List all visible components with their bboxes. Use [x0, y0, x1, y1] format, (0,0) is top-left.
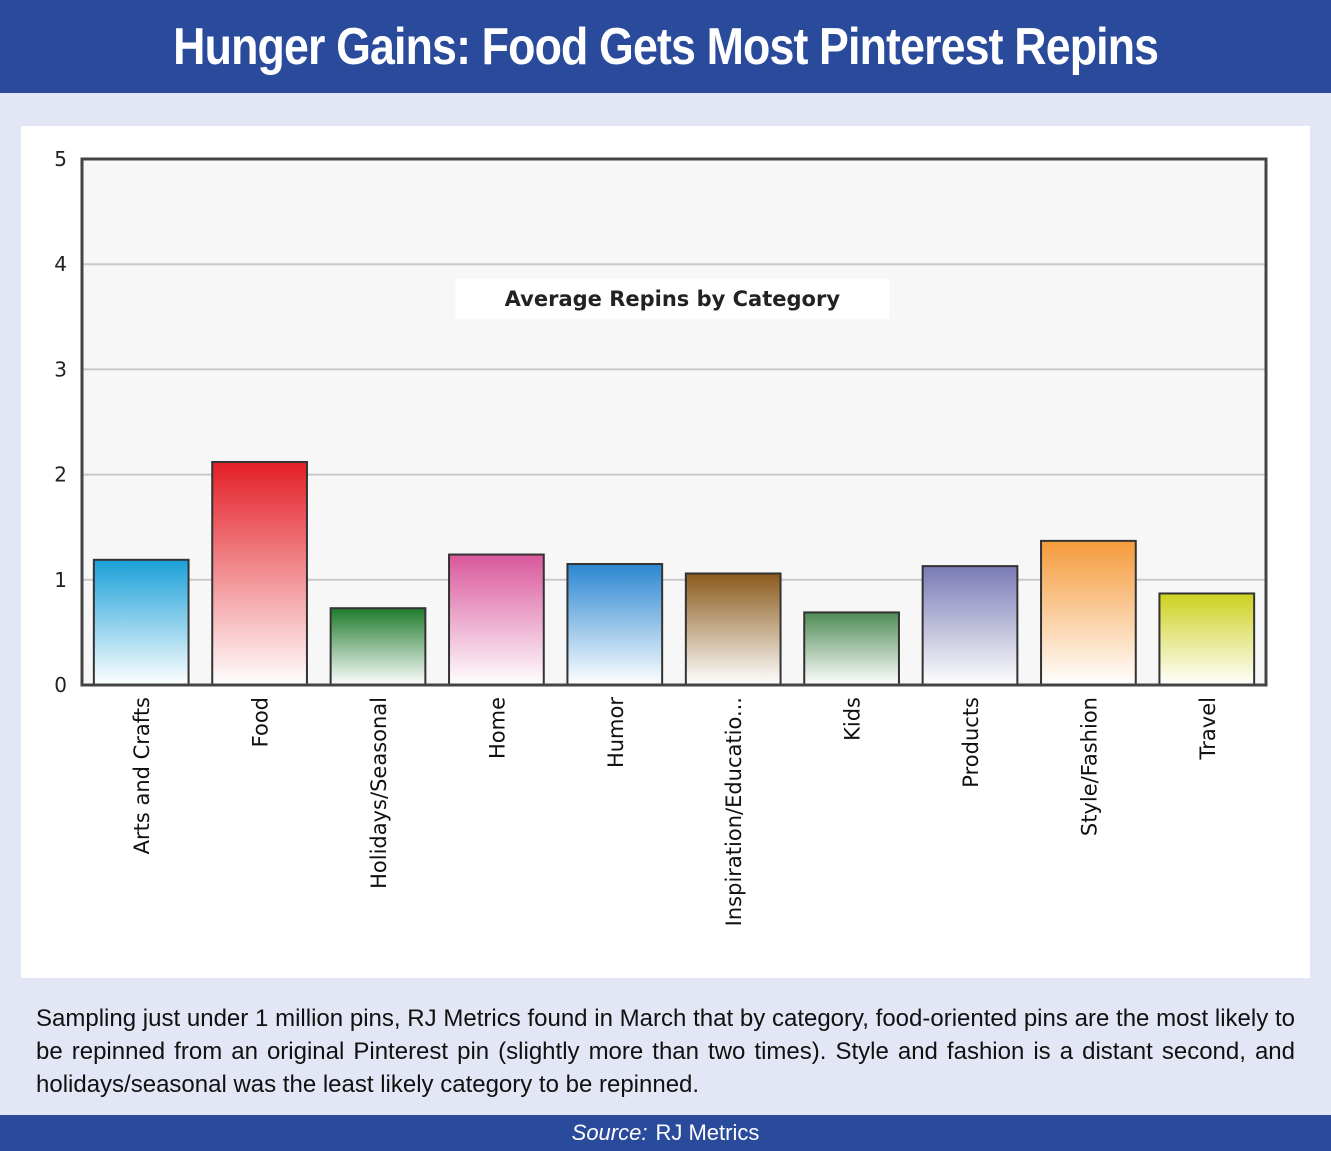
bar-humor	[566, 563, 664, 686]
x-tick-label: Products	[959, 697, 983, 788]
x-tick-label: Travel	[1196, 697, 1220, 760]
x-tick-label: Arts and Crafts	[130, 697, 154, 854]
chart-title-box	[455, 278, 890, 319]
chart-panel: 0 1 2 3 4 5 Average Repins by Category Arts and…	[21, 126, 1310, 978]
bar-kids	[803, 611, 900, 686]
x-tick-label: Food	[249, 697, 273, 747]
bar-holidays-seasonal	[329, 607, 427, 687]
x-tick-label: Inspiration/Educatio...	[722, 697, 746, 926]
y-tick-label: 5	[54, 147, 67, 171]
bar-products	[921, 565, 1019, 686]
x-tick-label: Humor	[604, 697, 628, 768]
source-label: Source:	[571, 1120, 648, 1145]
x-tick-label: Holidays/Seasonal	[367, 697, 391, 889]
chart-caption: Sampling just under 1 million pins, RJ M…	[36, 1005, 1295, 1098]
header-bar: Hunger Gains: Food Gets Most Pinterest R…	[0, 0, 1331, 93]
y-tick-label: 3	[54, 357, 67, 381]
x-tick-label: Home	[485, 697, 509, 759]
bar-arts-and-crafts	[92, 558, 190, 687]
y-tick-label: 1	[54, 568, 67, 592]
bar-style-fashion	[1040, 539, 1137, 686]
bar-inspiration-educatio	[684, 572, 782, 687]
bar-food	[211, 460, 308, 687]
y-tick-label: 0	[54, 673, 67, 697]
bar-travel	[1158, 592, 1256, 687]
plot-frame	[80, 157, 1268, 687]
y-tick-label: 2	[54, 463, 67, 487]
bar-home	[448, 553, 545, 686]
chart-title: Average Repins by Category	[505, 287, 841, 311]
bar-chart: 0 1 2 3 4 5 Average Repins by Category Arts and…	[54, 147, 1268, 926]
y-tick-label: 4	[54, 252, 67, 276]
source-name: RJ Metrics	[655, 1120, 760, 1145]
x-tick-label: Kids	[841, 697, 865, 741]
source-footer: Source: RJ Metrics	[0, 1115, 1331, 1151]
page-title: Hunger Gains: Food Gets Most Pinterest R…	[172, 17, 1159, 76]
x-tick-label: Style/Fashion	[1077, 697, 1101, 836]
